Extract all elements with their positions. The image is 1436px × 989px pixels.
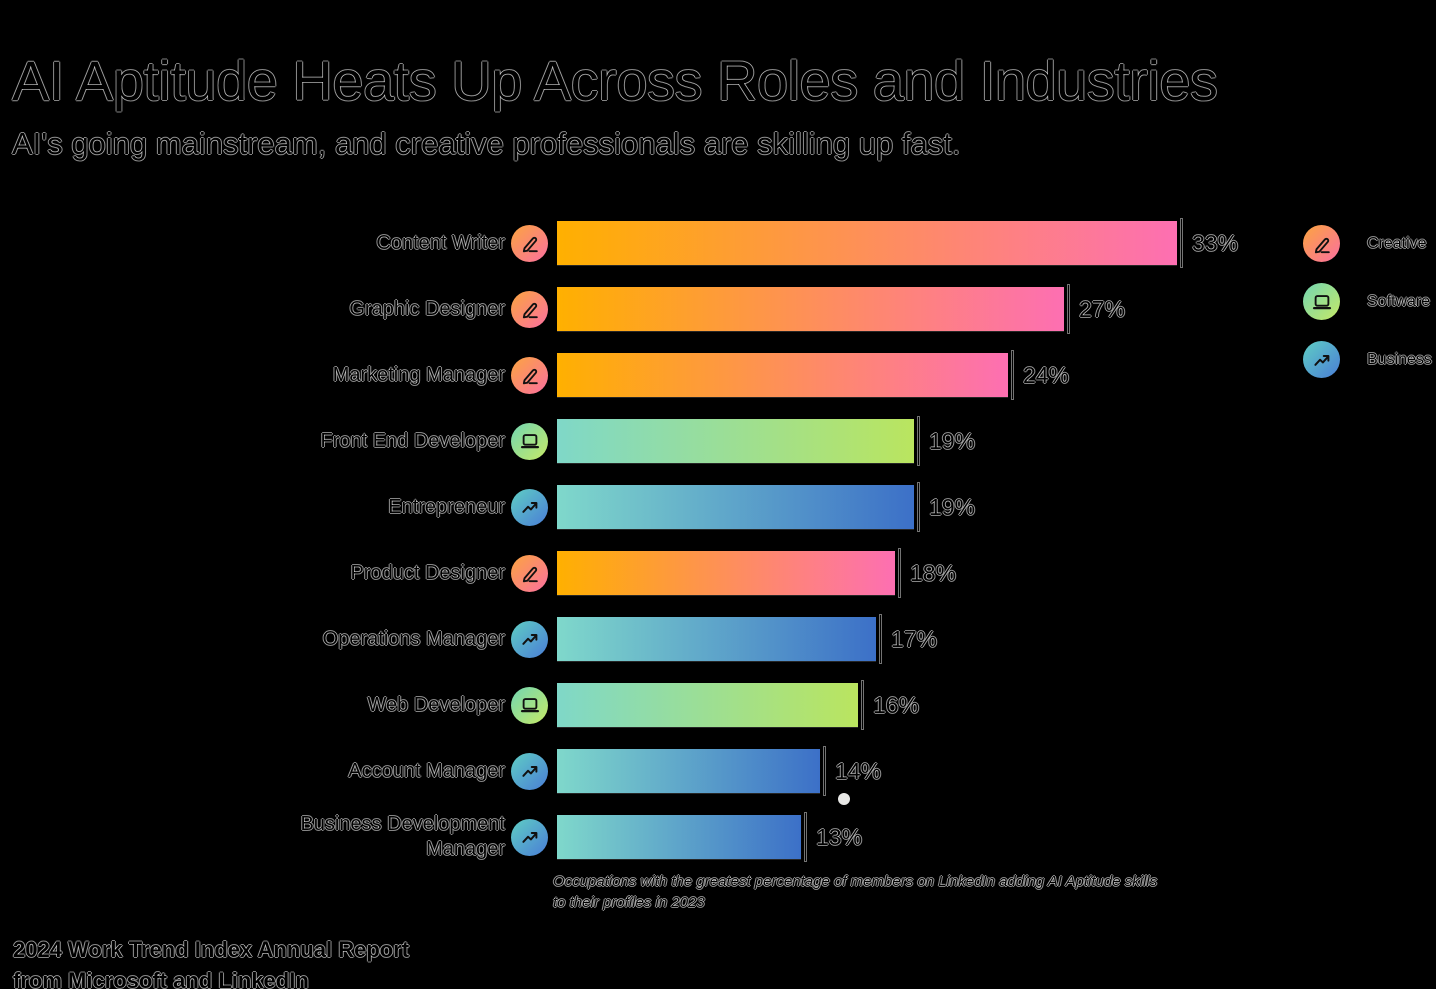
category-label-cell: Web Developer — [0, 693, 505, 718]
bar-row: Web Developer 16% — [0, 680, 1436, 730]
category-label-cell: Graphic Designer — [0, 297, 505, 322]
category-label: Business Development Manager — [300, 813, 505, 860]
bar-area: 16% — [557, 680, 919, 730]
bar — [557, 683, 858, 727]
value-label: 33% — [1192, 229, 1239, 256]
legend-item-business: Business — [1303, 341, 1432, 378]
category-label-cell: Entrepreneur — [0, 495, 505, 520]
category-label-cell: Operations Manager — [0, 627, 505, 652]
bar-end-tick — [861, 680, 864, 730]
pencil-icon — [511, 224, 548, 262]
bar — [557, 485, 914, 529]
value-label: 24% — [1023, 361, 1070, 388]
bar-end-tick — [804, 812, 807, 862]
category-label-cell: Content Writer — [0, 231, 505, 256]
trend-up-icon — [511, 818, 548, 856]
bar-area: 19% — [557, 416, 975, 466]
category-label-cell: Marketing Manager — [0, 363, 505, 388]
bar — [557, 551, 895, 595]
value-label: 18% — [910, 559, 957, 586]
trend-up-icon — [511, 752, 548, 790]
legend-item-software: Software — [1303, 283, 1432, 320]
legend-label: Software — [1367, 292, 1431, 310]
bar-area: 14% — [557, 746, 881, 796]
bar-area: 27% — [557, 284, 1125, 334]
bar-end-tick — [1067, 284, 1070, 334]
footer-line2: from Microsoft and LinkedIn — [13, 967, 309, 989]
category-label: Operations Manager — [322, 627, 505, 650]
footer-line1: 2024 Work Trend Index Annual Report — [13, 937, 410, 962]
category-label-cell: Business Development Manager — [0, 812, 505, 862]
category-label: Marketing Manager — [332, 363, 505, 386]
pencil-icon — [511, 356, 548, 394]
bar-row: Entrepreneur 19% — [0, 482, 1436, 532]
decorative-dot — [838, 793, 850, 805]
bar-end-tick — [898, 548, 901, 598]
source-footer: 2024 Work Trend Index Annual Report from… — [13, 936, 409, 989]
bar-end-tick — [917, 482, 920, 532]
category-label: Product Designer — [350, 561, 505, 584]
value-label: 19% — [929, 493, 976, 520]
value-label: 19% — [929, 427, 976, 454]
bar-end-tick — [917, 416, 920, 466]
category-label: Graphic Designer — [349, 297, 505, 320]
category-label-cell: Account Manager — [0, 759, 505, 784]
value-label: 13% — [816, 823, 863, 850]
bar-row: Product Designer 18% — [0, 548, 1436, 598]
bar-row: Operations Manager 17% — [0, 614, 1436, 664]
bar — [557, 749, 820, 793]
chart-subtitle: AI's going mainstream, and creative prof… — [12, 126, 961, 161]
bar-row: Marketing Manager 24% — [0, 350, 1436, 400]
laptop-icon — [511, 422, 548, 460]
trend-up-icon — [1303, 341, 1340, 378]
trend-up-icon — [511, 488, 548, 526]
pencil-icon — [511, 554, 548, 592]
laptop-icon — [1303, 283, 1340, 320]
legend-label: Creative — [1367, 234, 1427, 252]
bar-area: 18% — [557, 548, 956, 598]
value-label: 14% — [835, 757, 882, 784]
bar — [557, 221, 1177, 265]
bar-end-tick — [879, 614, 882, 664]
bar — [557, 815, 801, 859]
category-label: Account Manager — [348, 759, 505, 782]
category-label-cell: Front End Developer — [0, 429, 505, 454]
bar-end-tick — [1180, 218, 1183, 268]
pencil-icon — [1303, 225, 1340, 262]
value-label: 16% — [873, 691, 920, 718]
bar — [557, 353, 1008, 397]
laptop-icon — [511, 686, 548, 724]
bar-area: 24% — [557, 350, 1069, 400]
category-label: Front End Developer — [320, 429, 505, 452]
legend-label: Business — [1367, 350, 1432, 368]
bar-chart: Content Writer 33% Graphic Designer 27% Mark… — [0, 218, 1436, 881]
value-label: 17% — [891, 625, 938, 652]
bar-row: Business Development Manager 13% — [0, 812, 1436, 862]
category-label-cell: Product Designer — [0, 561, 505, 586]
bar — [557, 419, 914, 463]
legend-item-creative: Creative — [1303, 225, 1432, 262]
bar-row: Account Manager 14% — [0, 746, 1436, 796]
bar-row: Content Writer 33% — [0, 218, 1436, 268]
bar-row: Front End Developer 19% — [0, 416, 1436, 466]
bar-end-tick — [1011, 350, 1014, 400]
bar-area: 13% — [557, 812, 862, 862]
value-label: 27% — [1079, 295, 1126, 322]
bar-end-tick — [823, 746, 826, 796]
bar-area: 17% — [557, 614, 937, 664]
category-label: Web Developer — [367, 693, 505, 716]
bar — [557, 617, 876, 661]
bar-area: 19% — [557, 482, 975, 532]
bar — [557, 287, 1064, 331]
footnote: Occupations with the greatest percentage… — [553, 873, 1158, 911]
trend-up-icon — [511, 620, 548, 658]
bar-row: Graphic Designer 27% — [0, 284, 1436, 334]
pencil-icon — [511, 290, 548, 328]
legend: Creative Software Business — [1303, 225, 1432, 378]
chart-title: AI Aptitude Heats Up Across Roles and In… — [12, 49, 1218, 112]
category-label: Entrepreneur — [388, 495, 505, 518]
bar-area: 33% — [557, 218, 1238, 268]
category-label: Content Writer — [376, 231, 505, 254]
